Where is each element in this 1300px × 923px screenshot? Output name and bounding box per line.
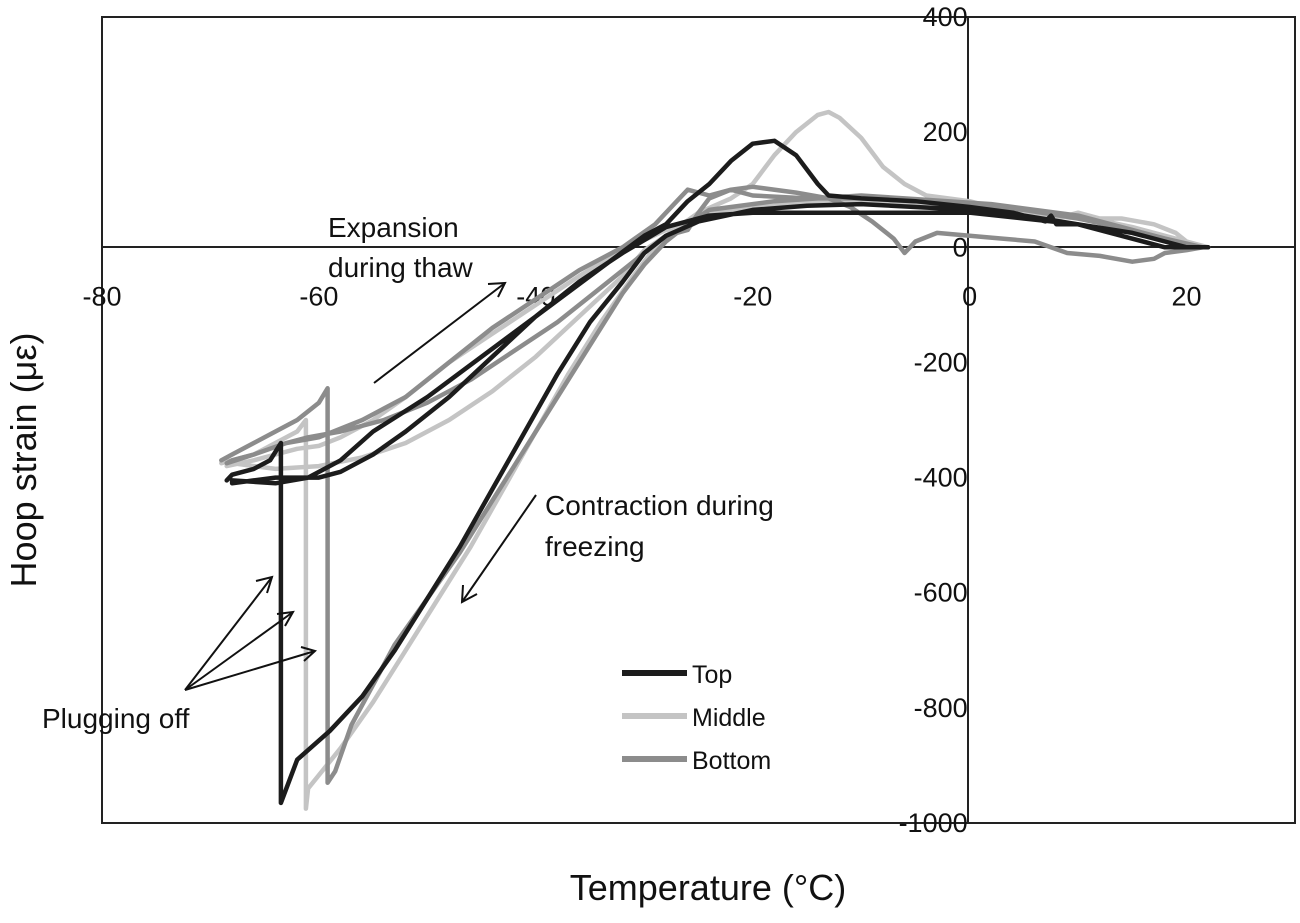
- y-tick-label: 200: [923, 117, 968, 147]
- x-axis-title: Temperature (°C): [570, 867, 846, 908]
- annotation-expansion-line2: during thaw: [328, 252, 474, 283]
- y-tick-label: -200: [914, 347, 968, 377]
- legend: Top Middle Bottom: [622, 661, 771, 775]
- y-tick-label: -600: [914, 578, 968, 608]
- y-tick-labels: 400 200 0 -200 -400 -600 -800 -1000: [899, 2, 968, 838]
- x-tick-labels: -80 -60 -40 -20 0 20: [82, 281, 1201, 311]
- y-axis-title: Hoop strain (με): [3, 333, 44, 588]
- y-tick-label: -800: [914, 693, 968, 723]
- annotation-plugging-off: Plugging off: [42, 703, 190, 734]
- x-tick-label: -60: [299, 281, 338, 311]
- annotation-contraction-line1: Contraction during: [545, 490, 774, 521]
- annotation-contraction-line2: freezing: [545, 531, 645, 562]
- annotation-expansion-line1: Expansion: [328, 212, 459, 243]
- series-line-top: [224, 138, 1211, 806]
- plot-frame: [101, 16, 1296, 824]
- x-tick-label: 20: [1172, 281, 1202, 311]
- legend-label-middle: Middle: [692, 704, 766, 732]
- legend-label-bottom: Bottom: [692, 747, 771, 775]
- y-tick-label: -1000: [899, 808, 968, 838]
- y-tick-label: -400: [914, 463, 968, 493]
- contraction-arrow: [460, 494, 537, 604]
- x-tick-label: -80: [82, 281, 121, 311]
- x-tick-label: -20: [733, 281, 772, 311]
- y-tick-label: 400: [923, 2, 968, 32]
- y-tick-label: 0: [953, 232, 968, 262]
- x-tick-label: 0: [962, 281, 977, 311]
- series-lines: [219, 109, 1211, 811]
- expansion-arrow: [373, 281, 507, 384]
- plugging-off-arrows: [184, 575, 318, 691]
- legend-label-top: Top: [692, 661, 732, 689]
